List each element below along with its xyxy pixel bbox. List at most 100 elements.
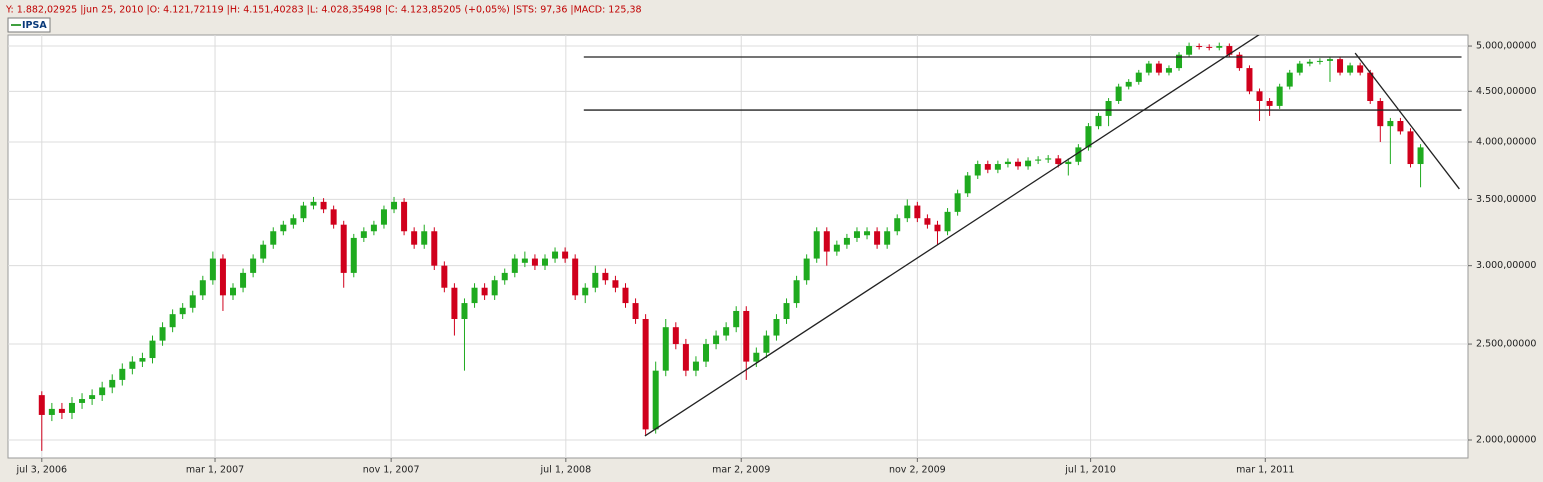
candle-body <box>179 307 186 315</box>
candle-body <box>773 319 780 336</box>
candle-body <box>1055 158 1062 165</box>
candle-body <box>58 408 65 413</box>
x-tick-label: nov 2, 2009 <box>889 465 946 476</box>
candle-body <box>743 310 750 362</box>
candle-body <box>1367 72 1374 101</box>
candle-body <box>501 272 508 281</box>
candle-body <box>1085 126 1092 148</box>
candle-body <box>1035 159 1042 161</box>
candle-body <box>1326 59 1333 61</box>
candle-body <box>330 209 337 225</box>
candle-body <box>823 231 830 252</box>
candle-body <box>1216 46 1223 48</box>
x-tick-label: jul 1, 2008 <box>540 465 592 476</box>
candle-body <box>1135 72 1142 82</box>
candle-body <box>1145 63 1152 73</box>
candle-body <box>552 251 559 259</box>
candle-body <box>1397 121 1404 132</box>
candle-body <box>1206 46 1213 48</box>
candle-body <box>1266 100 1273 106</box>
candle-body <box>360 231 367 238</box>
candle-body <box>491 280 498 296</box>
y-tick-label: 3.500,00000 <box>1476 194 1536 205</box>
candle-body <box>38 395 45 415</box>
candle-body <box>411 231 418 245</box>
x-tick-label: mar 1, 2011 <box>1236 465 1294 476</box>
candle-body <box>290 218 297 225</box>
candle-body <box>1337 59 1344 73</box>
candle-body <box>1176 54 1183 69</box>
candle-body <box>1256 91 1263 101</box>
candle-body <box>572 258 579 296</box>
candle-body <box>723 327 730 336</box>
candle-body <box>340 224 347 273</box>
candle-body <box>1014 161 1021 167</box>
candle-body <box>1186 46 1193 55</box>
candle-body <box>109 379 116 388</box>
header-info: Y: 1.882,02925 |jun 25, 2010 |O: 4.121,7… <box>5 5 642 16</box>
candle-body <box>733 310 740 328</box>
candle-body <box>89 395 96 400</box>
candle-body <box>48 408 55 415</box>
x-tick-label: jul 1, 2010 <box>1064 465 1116 476</box>
candle-body <box>441 265 448 288</box>
candle-body <box>914 205 921 219</box>
candle-body <box>240 272 247 288</box>
legend-label: IPSA <box>22 20 47 31</box>
y-tick-label: 3.000,00000 <box>1476 260 1536 271</box>
candle-body <box>461 303 468 320</box>
candle-body <box>471 287 478 304</box>
candle-body <box>1357 65 1364 73</box>
candle-body <box>753 352 760 362</box>
candle-body <box>159 327 166 341</box>
candle-body <box>1125 81 1132 87</box>
candle-body <box>209 258 216 281</box>
candle-body <box>713 335 720 345</box>
candle-body <box>1296 63 1303 73</box>
candle-body <box>562 251 569 259</box>
candle-body <box>129 361 136 369</box>
candle-body <box>1226 46 1233 55</box>
candle-body <box>612 280 619 288</box>
candle-body <box>320 201 327 210</box>
candle-body <box>1004 161 1011 165</box>
candle-body <box>592 272 599 288</box>
candle-body <box>1246 68 1253 92</box>
x-tick-label: mar 1, 2007 <box>186 465 244 476</box>
candle-body <box>924 218 931 225</box>
candle-body <box>300 205 307 219</box>
candle-body <box>944 211 951 232</box>
candle-body <box>984 164 991 170</box>
candle-body <box>864 231 871 236</box>
candle-body <box>682 344 689 371</box>
candle-body <box>1025 160 1032 167</box>
candle-body <box>1417 147 1424 165</box>
candle-body <box>350 237 357 273</box>
candle-body <box>219 258 226 296</box>
candle-body <box>672 327 679 345</box>
candle-body <box>310 201 317 206</box>
legend-box <box>7 17 51 33</box>
candle-body <box>451 287 458 320</box>
candle-body <box>964 175 971 194</box>
candle-body <box>813 231 820 259</box>
candle-body <box>1377 100 1384 127</box>
candle-body <box>149 340 156 359</box>
candle-body <box>853 231 860 238</box>
candle-body <box>783 303 790 320</box>
candle-body <box>632 303 639 320</box>
candle-body <box>602 272 609 281</box>
candle-body <box>1286 72 1293 87</box>
candle-body <box>481 287 488 296</box>
candle-body <box>1236 54 1243 69</box>
candle-body <box>1407 131 1414 165</box>
candle-body <box>954 193 961 212</box>
candle-body <box>974 164 981 176</box>
candle-body <box>1045 158 1052 160</box>
candle-body <box>79 399 86 403</box>
candle-body <box>1075 147 1082 162</box>
y-tick-label: 2.000,00000 <box>1476 435 1536 446</box>
candle-body <box>662 327 669 371</box>
candle-body <box>1115 86 1122 101</box>
